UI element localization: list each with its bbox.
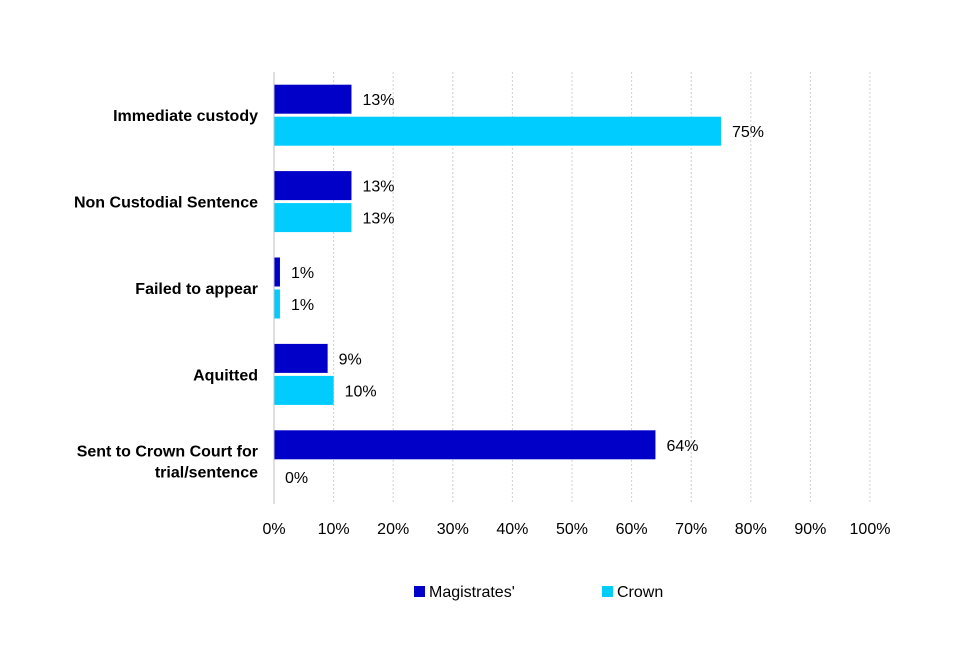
bar [274,203,352,233]
category-label: Failed to appear [135,281,258,298]
category-label: Immediate custody [113,108,258,125]
bar [274,84,352,114]
category-label: trial/sentence [155,464,258,481]
data-label: 64% [666,438,698,455]
x-tick-label: 70% [675,521,707,538]
x-tick-label: 30% [437,521,469,538]
x-tick-label: 50% [556,521,588,538]
category-label: Sent to Crown Court for [77,443,258,460]
data-label: 1% [291,297,314,314]
data-label: 75% [732,124,764,141]
labels: 13% 75% 13% 13% 1% 1% 9% 10% 64% 0% [285,92,764,487]
legend-swatch [414,586,425,597]
bar [274,375,334,405]
x-tick-label: 0% [262,521,285,538]
legend-label: Crown [617,584,663,601]
x-tick-label: 80% [735,521,767,538]
category-label: Aquitted [193,367,258,384]
data-label: 13% [362,179,394,196]
data-label: 13% [362,92,394,109]
data-label: 1% [291,265,314,282]
bar [274,343,328,373]
bar [274,289,280,319]
x-tick-label: 20% [377,521,409,538]
bar [274,257,280,287]
bar [274,171,352,201]
bars [274,84,721,460]
legend-label: Magistrates' [429,584,515,601]
x-tick-label: 60% [616,521,648,538]
data-label: 0% [285,470,308,487]
axes: 0% 10% 20% 30% 40% 50% 60% 70% 80% 90% 100% Immedia… [74,72,890,538]
data-label: 9% [339,351,362,368]
data-label: 10% [345,383,377,400]
bar [274,430,656,460]
x-tick-label: 10% [318,521,350,538]
data-label: 13% [362,211,394,228]
x-tick-label: 90% [794,521,826,538]
legend-swatch [602,586,613,597]
x-tick-label: 40% [496,521,528,538]
legend: Magistrates' Crown [414,584,663,601]
x-tick-label: 100% [850,521,891,538]
bar [274,116,721,146]
category-label: Non Custodial Sentence [74,195,258,212]
